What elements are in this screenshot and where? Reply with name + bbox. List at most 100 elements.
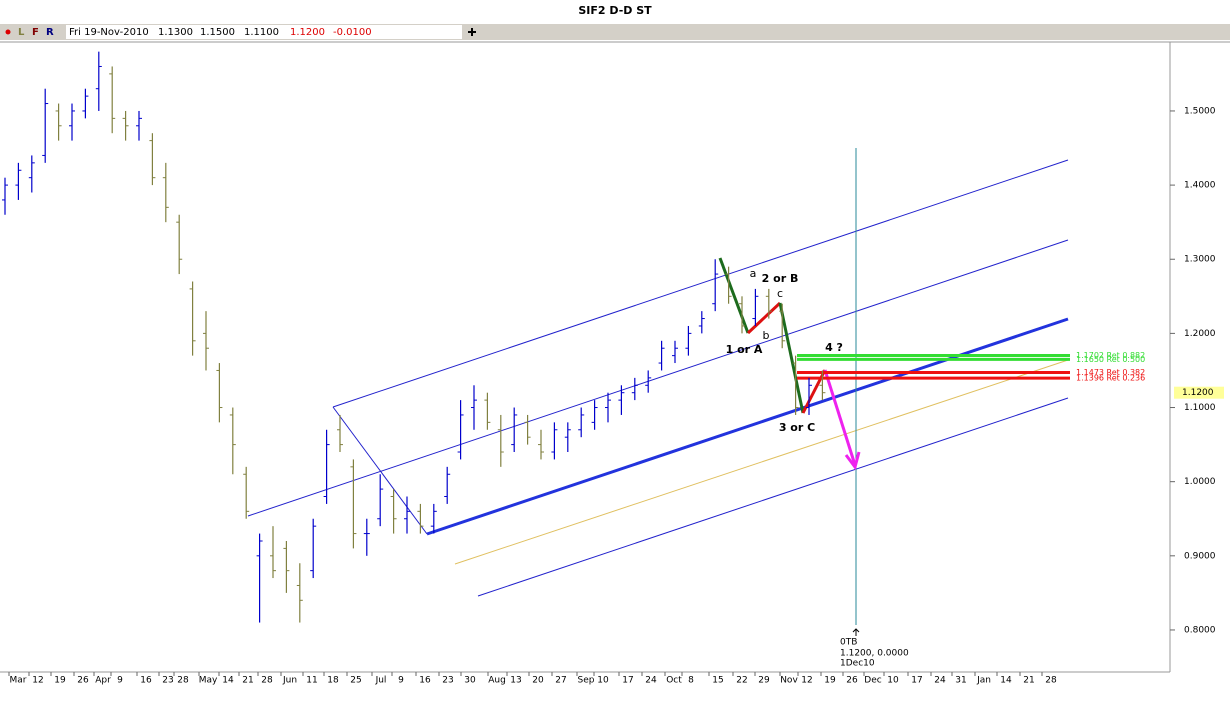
annotation: 4 ? bbox=[825, 341, 843, 354]
x-tick-label: 10 bbox=[887, 676, 899, 686]
x-tick-label: Jan bbox=[976, 676, 991, 686]
x-tick-label: 14 bbox=[222, 676, 234, 686]
cursor-info: 1Dec10 bbox=[840, 659, 875, 669]
fib-label: 1.1473 Ret 0.382 bbox=[1076, 368, 1145, 377]
x-tick-label: Oct bbox=[666, 676, 682, 686]
info-box bbox=[66, 25, 462, 39]
x-tick-label: May bbox=[199, 676, 218, 686]
x-tick-label: 24 bbox=[645, 676, 657, 686]
cursor-info: 1.1200, 0.0000 bbox=[840, 649, 909, 659]
x-tick-label: 23 bbox=[162, 676, 173, 686]
channel-line bbox=[477, 397, 1069, 597]
x-tick-label: 13 bbox=[510, 676, 521, 686]
x-tick-label: 9 bbox=[117, 676, 123, 686]
x-tick-label: Dec bbox=[864, 676, 881, 686]
x-tick-label: 26 bbox=[846, 676, 858, 686]
x-tick-label: 17 bbox=[622, 676, 633, 686]
channel-line bbox=[247, 239, 1069, 517]
flag-f[interactable]: F bbox=[32, 27, 39, 38]
x-tick-label: 15 bbox=[712, 676, 723, 686]
x-tick-label: 14 bbox=[1000, 676, 1012, 686]
arrow-head bbox=[844, 451, 861, 471]
annotation: 2 or B bbox=[762, 272, 799, 285]
y-tick-label: 0.8000 bbox=[1184, 625, 1216, 635]
cursor-info: 0TB bbox=[840, 638, 857, 648]
x-tick-label: 16 bbox=[419, 676, 431, 686]
x-tick-label: 8 bbox=[688, 676, 694, 686]
wave-line bbox=[801, 369, 827, 414]
x-tick-label: 30 bbox=[464, 676, 476, 686]
annotation: 3 or C bbox=[779, 421, 815, 434]
x-tick-label: 18 bbox=[327, 676, 339, 686]
flag-l[interactable]: L bbox=[18, 27, 25, 38]
chart-title: SIF2 D-D ST bbox=[578, 4, 652, 17]
title-bar bbox=[0, 0, 1230, 22]
x-tick-label: 27 bbox=[555, 676, 566, 686]
cursor-arrow bbox=[852, 628, 860, 636]
header-close: 1.1200 bbox=[290, 27, 325, 38]
y-tick-label: 1.3000 bbox=[1184, 255, 1216, 265]
channel-line bbox=[332, 406, 428, 535]
y-tick-label: 1.4000 bbox=[1184, 181, 1216, 191]
wave-line bbox=[778, 302, 805, 414]
header-change: -0.0100 bbox=[333, 27, 372, 38]
x-tick-label: 25 bbox=[350, 676, 361, 686]
x-tick-label: 22 bbox=[736, 676, 747, 686]
x-tick-label: Jul bbox=[375, 676, 387, 686]
x-tick-label: 12 bbox=[801, 676, 812, 686]
header-date: Fri 19-Nov-2010 bbox=[69, 27, 149, 38]
x-tick-label: 28 bbox=[1045, 676, 1057, 686]
header-open: 1.1300 bbox=[158, 27, 193, 38]
y-tick-label: 1.1000 bbox=[1184, 403, 1216, 413]
wave-line bbox=[746, 301, 782, 335]
x-tick-label: 28 bbox=[177, 676, 189, 686]
x-tick-label: 21 bbox=[242, 676, 253, 686]
x-tick-label: 24 bbox=[934, 676, 946, 686]
projection-arrow bbox=[823, 369, 857, 466]
x-tick-label: Apr bbox=[95, 676, 111, 686]
annotation: c bbox=[777, 287, 783, 300]
x-tick-label: 19 bbox=[54, 676, 66, 686]
fib-label: 1.1650 Ret 0.500 bbox=[1076, 355, 1145, 364]
add-button[interactable] bbox=[468, 28, 476, 36]
channel-line bbox=[332, 159, 1069, 408]
annotation: b bbox=[763, 329, 770, 342]
flag-r[interactable]: R bbox=[46, 27, 54, 38]
x-tick-label: Aug bbox=[488, 676, 506, 686]
x-tick-label: 31 bbox=[955, 676, 966, 686]
x-tick-label: 10 bbox=[597, 676, 609, 686]
annotation: 1 or A bbox=[726, 343, 763, 356]
x-tick-label: 12 bbox=[32, 676, 43, 686]
drawings bbox=[247, 148, 1069, 636]
x-tick-label: 19 bbox=[824, 676, 836, 686]
y-tick-label: 1.5000 bbox=[1184, 106, 1216, 116]
x-tick-label: 9 bbox=[398, 676, 404, 686]
x-tick-label: 28 bbox=[261, 676, 273, 686]
channel-line bbox=[454, 359, 1069, 565]
x-tick-label: Mar bbox=[10, 676, 27, 686]
last-price-box bbox=[1174, 386, 1224, 399]
annotation: a bbox=[750, 267, 757, 280]
header-low: 1.1100 bbox=[244, 27, 279, 38]
y-tick-label: 1.2000 bbox=[1184, 329, 1216, 339]
x-tick-label: Sep bbox=[578, 676, 595, 686]
x-tick-label: Nov bbox=[780, 676, 798, 686]
y-tick-label: 0.9000 bbox=[1184, 551, 1216, 561]
x-tick-label: Jun bbox=[282, 676, 297, 686]
x-tick-label: 16 bbox=[140, 676, 152, 686]
x-tick-label: 29 bbox=[758, 676, 770, 686]
x-tick-label: 21 bbox=[1023, 676, 1034, 686]
y-tick-label: 1.0000 bbox=[1184, 477, 1216, 487]
x-tick-label: 11 bbox=[306, 676, 317, 686]
x-tick-label: 17 bbox=[911, 676, 922, 686]
header-high: 1.1500 bbox=[200, 27, 235, 38]
fib-label: 1.1396 Ret 0.236 bbox=[1076, 374, 1145, 383]
x-tick-label: 20 bbox=[532, 676, 544, 686]
wave-line bbox=[718, 257, 750, 334]
status-dot bbox=[5, 29, 11, 35]
fib-label: 1.1702 Ret 0.882 bbox=[1076, 351, 1145, 360]
last-price-label: 1.1200 bbox=[1182, 388, 1214, 398]
x-tick-label: 26 bbox=[77, 676, 89, 686]
